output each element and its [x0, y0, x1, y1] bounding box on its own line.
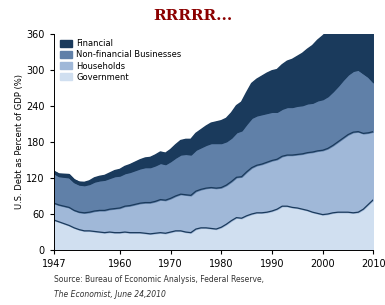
- Text: Source: Bureau of Economic Analysis, Federal Reserve,: Source: Bureau of Economic Analysis, Fed…: [54, 274, 264, 284]
- Text: The Economist, June 24,2010: The Economist, June 24,2010: [54, 290, 166, 299]
- Text: RRRRR...: RRRRR...: [153, 9, 232, 23]
- Legend: Financial, Non-financial Businesses, Households, Government: Financial, Non-financial Businesses, Hou…: [58, 38, 183, 83]
- Y-axis label: U.S. Debt as Percent of GDP (%): U.S. Debt as Percent of GDP (%): [15, 74, 23, 209]
